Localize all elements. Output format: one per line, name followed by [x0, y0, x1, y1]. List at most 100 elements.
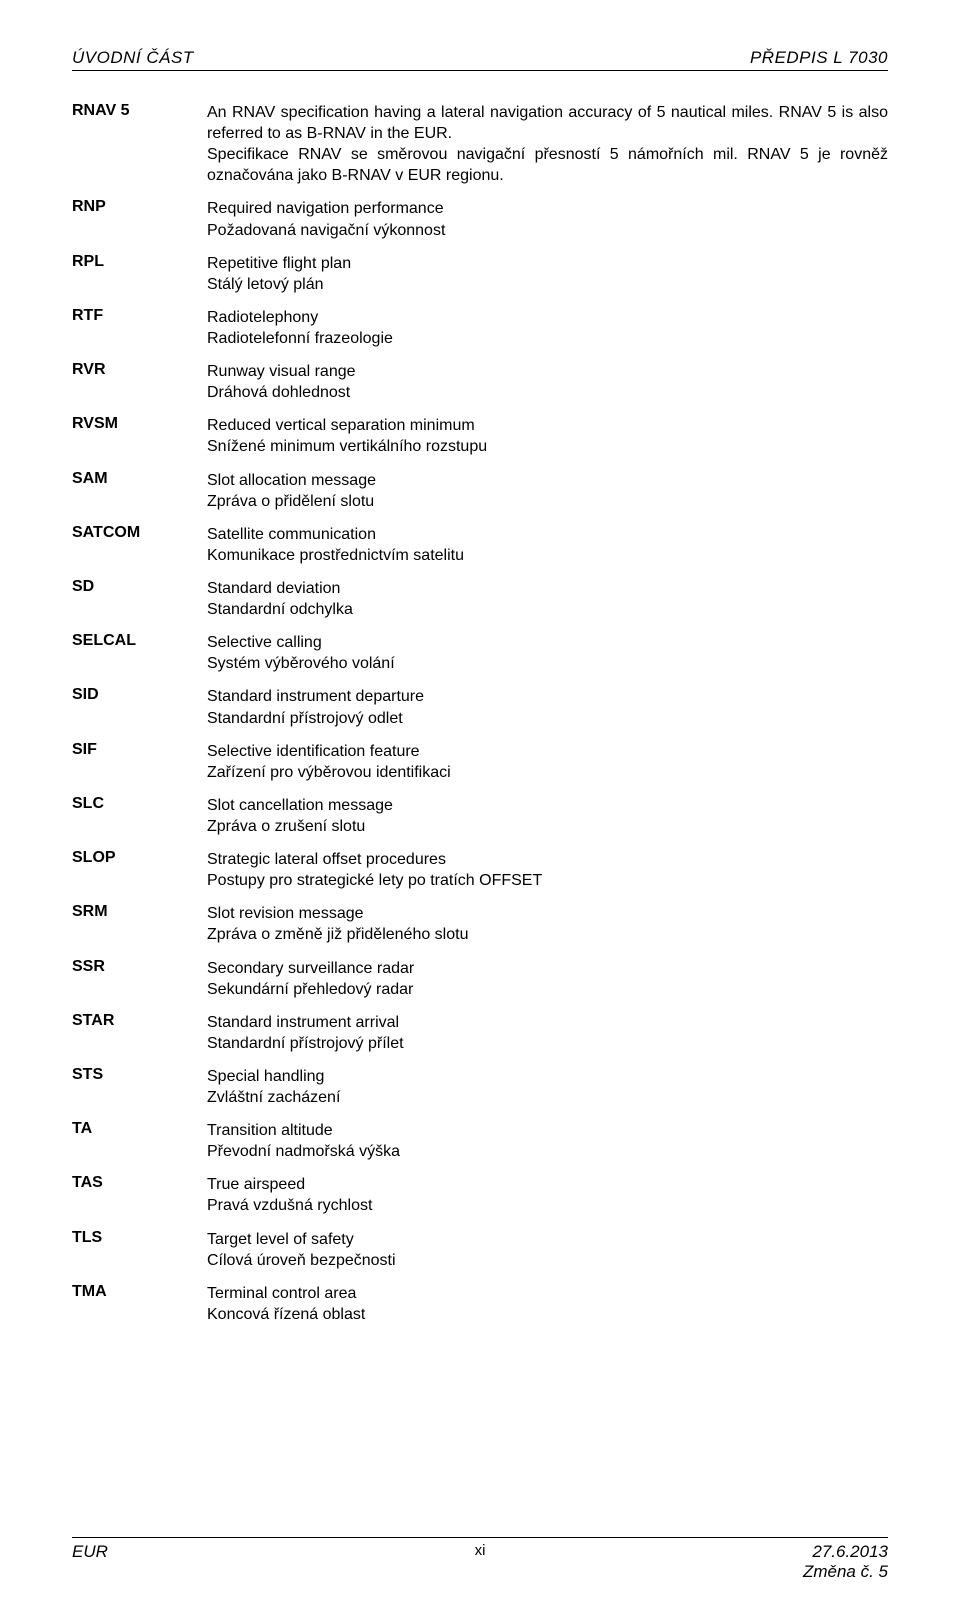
definition-cz: Zvláštní zacházení [207, 1087, 888, 1108]
abbreviation: STS [72, 1063, 207, 1117]
definition-text: Slot cancellation messageZpráva o zrušen… [207, 792, 888, 846]
definition-text: Transition altitude Převodní nadmořská vý… [207, 1117, 888, 1171]
definition-text: Slot revision message Zpráva o změně již … [207, 900, 888, 954]
definition-en: Slot revision message [207, 905, 364, 922]
abbreviation: SD [72, 575, 207, 629]
definition-row: RNAV 5An RNAV specification having a lat… [72, 99, 888, 195]
definition-en: Slot cancellation message [207, 797, 393, 814]
abbreviation: RNP [72, 195, 207, 249]
definition-en: Standard instrument departure [207, 688, 424, 705]
abbreviation: SID [72, 683, 207, 737]
definition-text: Special handling Zvláštní zacházení [207, 1063, 888, 1117]
definition-text: Satellite communication Komunikace prostř… [207, 521, 888, 575]
definition-en: Standard deviation [207, 580, 340, 597]
definition-en: Radiotelephony [207, 309, 318, 326]
definition-text: Selective calling Systém výběrového volán… [207, 629, 888, 683]
abbreviation: TA [72, 1117, 207, 1171]
definition-row: SATCOMSatellite communication Komunikace … [72, 521, 888, 575]
definition-cz: Snížené minimum vertikálního rozstupu [207, 436, 888, 457]
abbreviation: RVSM [72, 412, 207, 466]
definition-text: Secondary surveillance radar Sekundární p… [207, 955, 888, 1009]
definition-en: Secondary surveillance radar [207, 960, 414, 977]
page-header: ÚVODNÍ ČÁST PŘEDPIS L 7030 [72, 48, 888, 71]
definition-en: Required navigation performance [207, 200, 444, 217]
abbreviation: STAR [72, 1009, 207, 1063]
definition-text: Required navigation performance Požadovan… [207, 195, 888, 249]
definition-text: Selective identification feature Zařízení… [207, 738, 888, 792]
definition-text: Standard instrument departureStandardní … [207, 683, 888, 737]
definition-row: TLSTarget level of safetyCílová úroveň b… [72, 1226, 888, 1280]
definition-row: TASTrue airspeedPravá vzdušná rychlost [72, 1171, 888, 1225]
definition-row: SELCALSelective calling Systém výběrového… [72, 629, 888, 683]
definition-text: Runway visual range Dráhová dohlednost [207, 358, 888, 412]
definition-row: RNPRequired navigation performance Požado… [72, 195, 888, 249]
definition-cz: Zařízení pro výběrovou identifikaci [207, 762, 888, 783]
definition-cz: Požadovaná navigační výkonnost [207, 220, 888, 241]
definitions-list: RNAV 5An RNAV specification having a lat… [72, 99, 888, 1334]
definition-en: Selective calling [207, 634, 322, 651]
definition-row: RPLRepetitive flight plan Stálý letový pl… [72, 250, 888, 304]
abbreviation: RPL [72, 250, 207, 304]
definition-en: Repetitive flight plan [207, 255, 351, 272]
definition-row: SLCSlot cancellation messageZpráva o zru… [72, 792, 888, 846]
definition-row: SRMSlot revision message Zpráva o změně j… [72, 900, 888, 954]
definition-row: SLOPStrategic lateral offset proceduresP… [72, 846, 888, 900]
abbreviation: SATCOM [72, 521, 207, 575]
definition-row: SSRSecondary surveillance radarSekundárn… [72, 955, 888, 1009]
definition-cz: Sekundární přehledový radar [207, 979, 888, 1000]
definition-cz: Standardní přístrojový přílet [207, 1033, 888, 1054]
definition-row: STSSpecial handling Zvláštní zacházení [72, 1063, 888, 1117]
abbreviation: SAM [72, 467, 207, 521]
definition-row: RTFRadiotelephonyRadiotelefonní frazeolo… [72, 304, 888, 358]
definition-cz: Cílová úroveň bezpečnosti [207, 1250, 888, 1271]
definition-text: Repetitive flight plan Stálý letový plán [207, 250, 888, 304]
definition-cz: Standardní odchylka [207, 599, 888, 620]
definition-cz: Pravá vzdušná rychlost [207, 1195, 888, 1216]
definition-cz: Systém výběrového volání [207, 653, 888, 674]
definition-text: Standard instrument arrival Standardní př… [207, 1009, 888, 1063]
definition-cz: Stálý letový plán [207, 274, 888, 295]
footer-change: Změna č. 5 [803, 1562, 888, 1582]
definition-en: Runway visual range [207, 363, 356, 380]
definition-en: True airspeed [207, 1176, 305, 1193]
abbreviation: SRM [72, 900, 207, 954]
abbreviation: SLC [72, 792, 207, 846]
header-right: PŘEDPIS L 7030 [750, 48, 888, 68]
definition-text: An RNAV specification having a lateral n… [207, 99, 888, 195]
definition-cz: Postupy pro strategické lety po tratích … [207, 870, 888, 891]
definition-en: Satellite communication [207, 526, 376, 543]
definition-cz: Dráhová dohlednost [207, 382, 888, 403]
definition-en: Terminal control area [207, 1285, 356, 1302]
abbreviation: SIF [72, 738, 207, 792]
definition-cz: Koncová řízená oblast [207, 1304, 888, 1325]
definition-cz: Převodní nadmořská výška [207, 1141, 888, 1162]
definition-cz: Zpráva o přidělení slotu [207, 491, 888, 512]
definition-text: Radiotelephony Radiotelefonní frazeologie [207, 304, 888, 358]
definition-row: RVSMReduced vertical separation minimum S… [72, 412, 888, 466]
abbreviation: RVR [72, 358, 207, 412]
definition-cz: Zpráva o změně již přiděleného slotu [207, 924, 888, 945]
definition-text: Standard deviation Standardní odchylka [207, 575, 888, 629]
definition-en: Strategic lateral offset procedures [207, 851, 446, 868]
definition-row: TMATerminal control area Koncová řízená o… [72, 1280, 888, 1334]
abbreviation: SELCAL [72, 629, 207, 683]
definition-en: Reduced vertical separation minimum [207, 417, 475, 434]
definition-row: RVRRunway visual range Dráhová dohlednost [72, 358, 888, 412]
definition-cz: Komunikace prostřednictvím satelitu [207, 545, 888, 566]
page-footer: EUR xi 27.6.2013 Změna č. 5 [72, 1537, 888, 1582]
abbreviation: TMA [72, 1280, 207, 1334]
definition-en: An RNAV specification having a lateral n… [207, 104, 888, 142]
definition-cz: Specifikace RNAV se směrovou navigační p… [207, 144, 888, 186]
definition-row: SDStandard deviation Standardní odchylka [72, 575, 888, 629]
definition-cz: Radiotelefonní frazeologie [207, 328, 888, 349]
abbreviation: RNAV 5 [72, 99, 207, 195]
definition-en: Selective identification feature [207, 743, 420, 760]
definition-en: Transition altitude [207, 1122, 333, 1139]
definition-row: STARStandard instrument arrival Standardn… [72, 1009, 888, 1063]
definition-en: Standard instrument arrival [207, 1014, 399, 1031]
definition-en: Special handling [207, 1068, 324, 1085]
definition-row: SIFSelective identification feature Zaříz… [72, 738, 888, 792]
definition-en: Slot allocation message [207, 472, 376, 489]
definition-text: Terminal control area Koncová řízená obla… [207, 1280, 888, 1334]
definition-row: SIDStandard instrument departureStandard… [72, 683, 888, 737]
